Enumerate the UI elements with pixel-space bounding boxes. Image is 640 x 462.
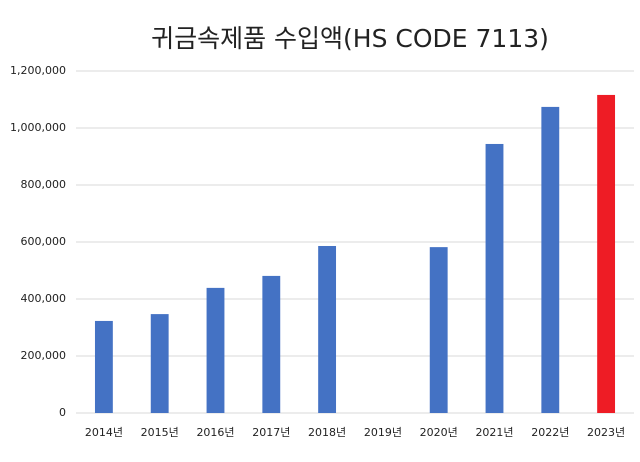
x-tick-label: 2023년 [587,426,625,439]
x-tick-label: 2020년 [420,426,458,439]
x-tick-label: 2016년 [196,426,234,439]
y-tick-label: 400,000 [21,292,67,305]
bar [206,287,225,413]
x-tick-label: 2014년 [85,426,123,439]
x-tick-label: 2017년 [252,426,290,439]
chart-title: 귀금속제품 수입액(HS CODE 7113) [151,24,549,53]
x-tick-label: 2019년 [364,426,402,439]
bar [429,247,448,413]
x-tick-label: 2022년 [531,426,569,439]
y-tick-label: 1,200,000 [10,64,66,77]
bar [597,94,616,413]
y-tick-label: 600,000 [21,235,67,248]
x-tick-label: 2015년 [141,426,179,439]
y-tick-label: 1,000,000 [10,121,66,134]
bar [318,245,337,413]
x-tick-label: 2018년 [308,426,346,439]
bar [485,143,504,413]
x-tick-label: 2021년 [475,426,513,439]
bar [262,275,281,413]
bar [541,106,560,413]
y-tick-label: 200,000 [21,349,67,362]
y-tick-label: 0 [59,406,66,419]
bar [150,314,169,413]
y-tick-label: 800,000 [21,178,67,191]
bar [94,320,113,413]
